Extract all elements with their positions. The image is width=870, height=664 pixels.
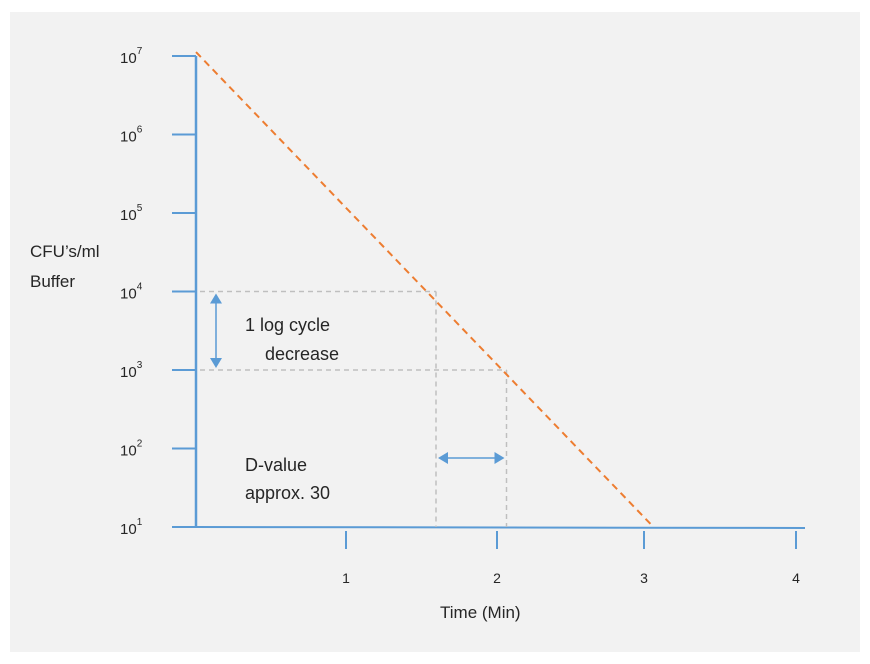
y-tick-label: 106 (120, 125, 143, 146)
y-tick-exponent: 1 (137, 517, 143, 528)
y-tick-label: 104 (120, 282, 143, 303)
d-value-label-line-1: D-value (245, 455, 307, 475)
log-cycle-arrow-head-up (210, 293, 222, 304)
x-tick-label: 4 (792, 570, 800, 586)
x-tick-label: 2 (493, 570, 501, 586)
y-tick-label: 107 (120, 46, 143, 67)
y-tick-exponent: 2 (137, 439, 143, 450)
y-tick-exponent: 5 (137, 203, 143, 214)
y-tick-exponent: 6 (137, 125, 143, 136)
x-tick-label: 3 (640, 570, 648, 586)
y-axis-title-line-1: CFU’s/ml (30, 242, 100, 261)
y-tick-label: 103 (120, 360, 143, 381)
x-axis-title: Time (Min) (440, 603, 521, 622)
y-tick-exponent: 3 (137, 360, 143, 371)
y-tick-label: 101 (120, 517, 143, 538)
log-cycle-arrow-head-down (210, 358, 222, 368)
d-value-label-line-2: approx. 30 (245, 483, 330, 503)
series-line (195, 51, 655, 528)
y-tick-label: 105 (120, 203, 143, 224)
y-tick-label: 102 (120, 439, 143, 460)
x-tick-label: 1 (342, 570, 350, 586)
y-tick-exponent: 7 (137, 46, 143, 57)
d-value-arrow-head-left (438, 452, 448, 464)
y-axis-title-line-2: Buffer (30, 272, 75, 291)
log-cycle-label-line-1: 1 log cycle (245, 315, 330, 335)
d-value-arrow-head-right (494, 452, 505, 464)
chart-frame (10, 12, 860, 652)
y-tick-exponent: 4 (137, 282, 143, 293)
log-cycle-label-line-2: decrease (265, 344, 339, 364)
x-axis-line (195, 526, 806, 529)
